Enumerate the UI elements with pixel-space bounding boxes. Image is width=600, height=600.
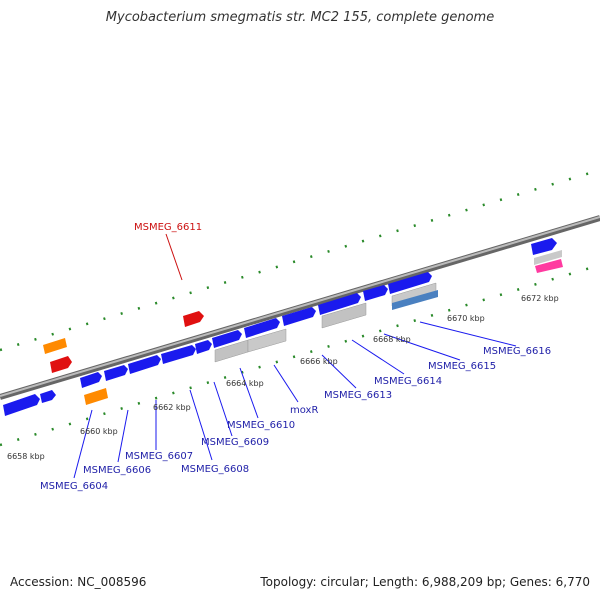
gene-label[interactable]: MSMEG_6604 [40,481,108,492]
gene-feature-grey[interactable] [321,302,367,329]
gene-feature[interactable] [388,272,432,294]
tick-label: 6658 kbp [7,452,45,461]
accession-text: Accession: NC_008596 [10,575,147,589]
gene-feature-blue-stripe[interactable] [392,290,438,310]
gene-feature[interactable] [318,293,361,315]
gene-feature[interactable] [80,372,102,388]
gene-feature-grey[interactable] [247,328,287,353]
gene-feature[interactable] [282,307,316,326]
gene-feature[interactable] [244,318,280,338]
genome-info-text: Topology: circular; Length: 6,988,209 bp… [260,575,590,589]
gene-label[interactable]: MSMEG_6615 [428,361,496,372]
gene-label[interactable]: MSMEG_6616 [483,346,551,357]
tick-label: 6664 kbp [226,379,264,388]
gene-feature-grey[interactable] [534,250,562,265]
highlight-gene-label[interactable]: MSMEG_6611 [134,222,202,233]
tick-label: 6670 kbp [447,314,485,323]
gene-feature[interactable] [212,330,242,348]
pseudo-feature[interactable] [183,311,204,327]
genome-title: Mycobacterium smegmatis str. MC2 155, co… [105,10,495,25]
gene-label[interactable]: MSMEG_6613 [324,390,392,401]
grey-genes [214,250,562,363]
gene-feature[interactable] [363,285,388,301]
highlight-connector [165,233,183,281]
gene-label[interactable]: moxR [290,405,318,416]
gene-feature[interactable] [104,365,128,381]
gene-label[interactable]: MSMEG_6610 [227,420,295,431]
gene-label[interactable]: MSMEG_6608 [181,464,249,475]
rna-feature[interactable] [43,338,67,354]
gene-feature[interactable] [161,345,196,364]
gene-feature[interactable] [40,390,56,403]
label-connectors [73,321,517,479]
gene-label[interactable]: MSMEG_6614 [374,376,442,387]
gene-feature[interactable] [195,340,212,354]
upper-tick-track [0,168,600,352]
gene-feature[interactable] [3,394,40,416]
tick-label: 6668 kbp [373,335,411,344]
gene-label[interactable]: MSMEG_6606 [83,465,151,476]
pseudo-feature[interactable] [50,356,72,373]
tick-label: 6662 kbp [153,403,191,412]
gene-feature[interactable] [128,355,161,374]
tick-label: 6672 kbp [521,294,559,303]
tick-label: 6660 kbp [80,427,118,436]
misc-feature[interactable] [535,259,563,273]
gene-label[interactable]: MSMEG_6607 [125,451,193,462]
tick-label: 6666 kbp [300,357,338,366]
gene-label[interactable]: MSMEG_6609 [201,437,269,448]
forward-genes [3,238,557,416]
genome-backbone-highlight [0,216,600,397]
gene-feature[interactable] [531,238,557,255]
rna-feature[interactable] [84,388,108,405]
lower-tick-track [0,263,600,447]
